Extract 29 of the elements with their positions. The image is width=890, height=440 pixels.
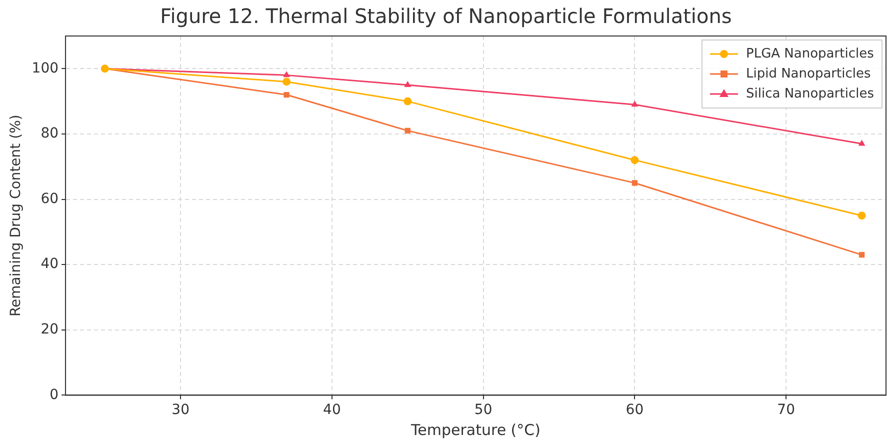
x-tick-label: 40: [323, 402, 341, 418]
y-tick-label: 100: [32, 60, 59, 76]
y-tick-label: 0: [50, 386, 59, 403]
point: [858, 252, 865, 258]
y-tick-label: 80: [40, 126, 59, 142]
legend-label: PLGA Nanoparticles: [746, 46, 874, 62]
x-tick-label: 70: [777, 402, 796, 418]
point: [858, 140, 866, 146]
chart-title: Figure 12. Thermal Stability of Nanoparticle Formulations: [160, 4, 732, 28]
x-tick-label: 30: [172, 402, 190, 418]
legend-label: Lipid Nanoparticles: [746, 66, 871, 82]
point: [632, 180, 638, 186]
y-tick-label: 60: [40, 190, 59, 207]
point: [283, 71, 290, 78]
y-axis-title: Remaining Drug Content (%): [8, 114, 24, 317]
point: [282, 78, 291, 86]
point: [404, 80, 412, 87]
point: [284, 92, 290, 98]
x-axis-title: Temperature (°C): [410, 420, 540, 439]
legend-label: Silica Nanoparticles: [746, 86, 874, 102]
point: [404, 128, 410, 134]
x-tick-label: 50: [474, 402, 492, 418]
point: [404, 97, 412, 106]
point: [631, 100, 638, 107]
y-tick-label: 20: [40, 322, 59, 338]
x-tick-label: 60: [626, 402, 644, 418]
point: [858, 212, 866, 220]
y-tick-label: 40: [40, 256, 59, 272]
point: [630, 156, 639, 164]
